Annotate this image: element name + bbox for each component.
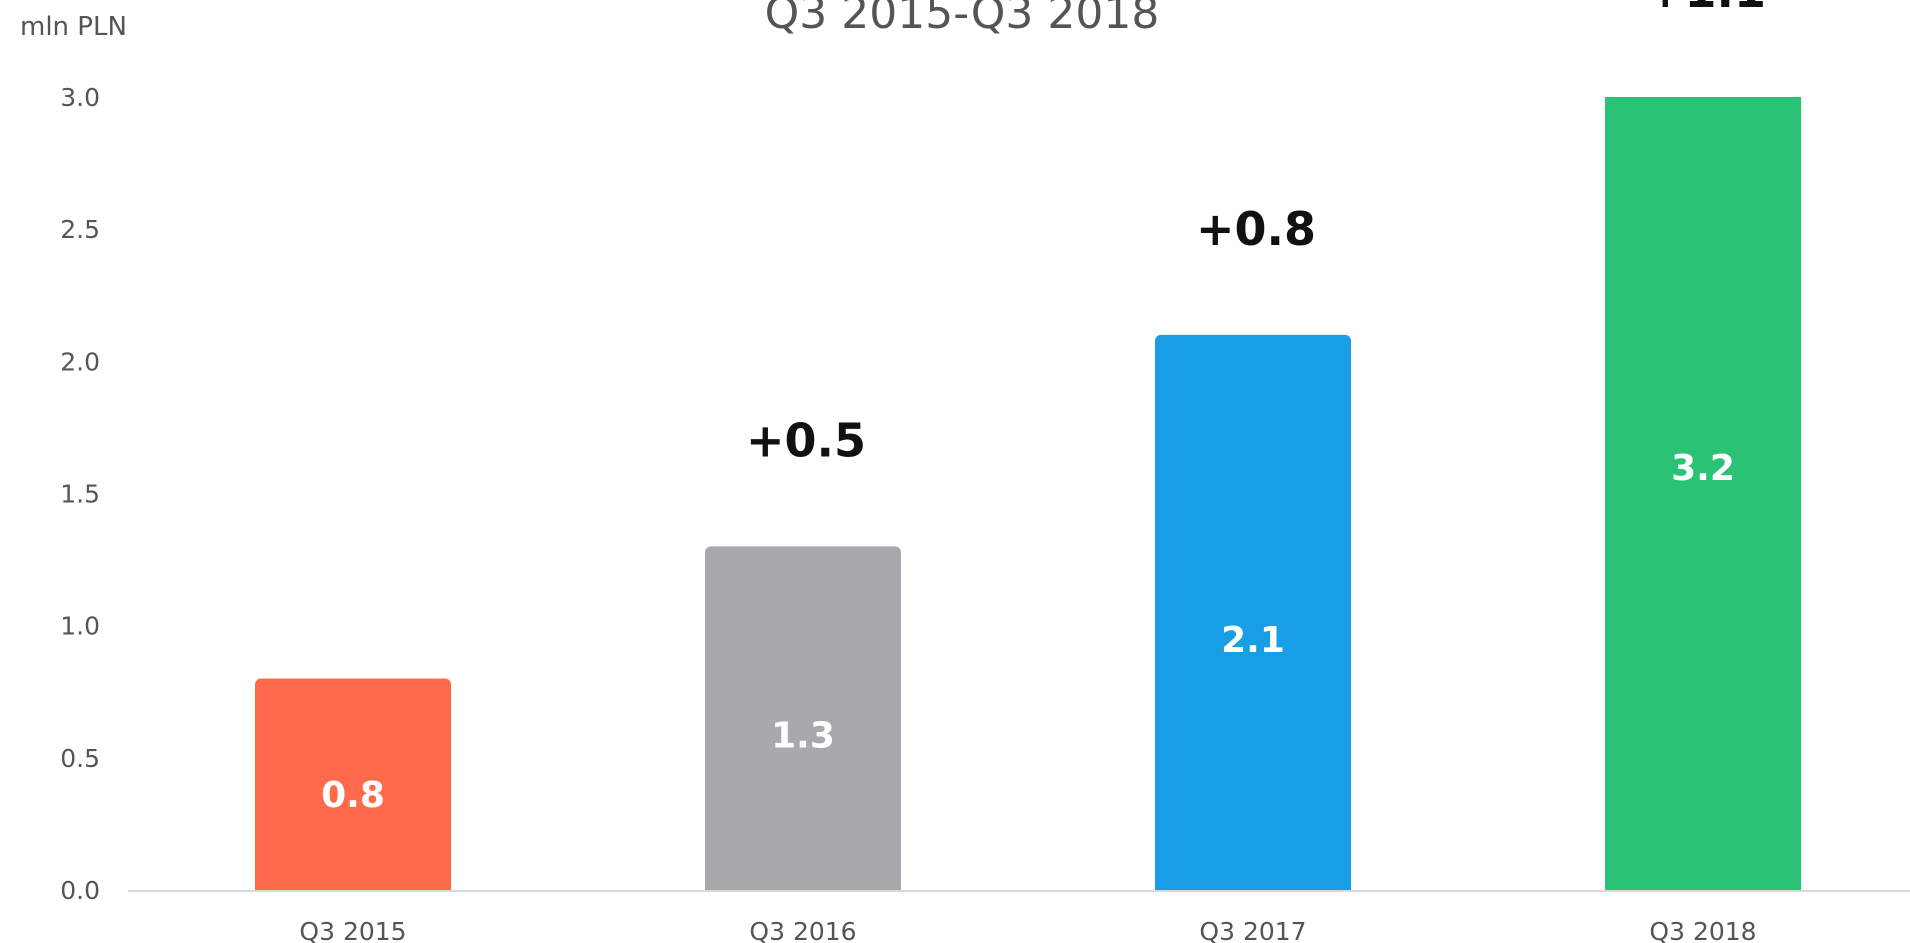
x-tick-label: Q3 2017 [1199,917,1306,943]
y-axis-ticks: 0.0 0.5 1.0 1.5 2.0 2.5 3.0 [60,83,100,905]
bar-delta-label: +0.8 [1196,202,1316,256]
bar-base [255,880,451,890]
y-tick-label: 1.0 [60,612,100,641]
bar [255,678,451,890]
bars: 0.8 1.3 +0.5 2.1 +0.8 3.2 +1.1 [255,0,1801,890]
y-tick-label: 2.0 [60,347,100,376]
x-tick-label: Q3 2018 [1649,917,1756,943]
y-tick-label: 0.0 [60,876,100,905]
y-tick-label: 0.5 [60,744,100,773]
bar-value-label: 0.8 [321,775,385,816]
bar-base [1605,880,1801,890]
x-axis-labels: Q3 2015 Q3 2016 Q3 2017 Q3 2018 [299,917,1756,943]
bar [1155,334,1351,890]
bar [1605,97,1801,890]
bar [705,546,901,890]
bar-value-label: 1.3 [771,715,835,756]
bar-delta-label: +1.1 [1646,0,1766,18]
chart-title: Q3 2015-Q3 2018 [765,0,1160,39]
y-tick-label: 1.5 [60,480,100,509]
x-tick-label: Q3 2016 [749,917,856,943]
bar-base [1155,880,1351,890]
y-tick-label: 2.5 [60,215,100,244]
bar-delta-label: +0.5 [746,413,866,467]
y-tick-label: 3.0 [60,83,100,112]
x-tick-label: Q3 2015 [299,917,406,943]
bar-value-label: 2.1 [1221,620,1285,661]
bar-base [705,880,901,890]
bar-value-label: 3.2 [1671,448,1735,489]
y-axis-unit-label: mln PLN [20,12,127,42]
